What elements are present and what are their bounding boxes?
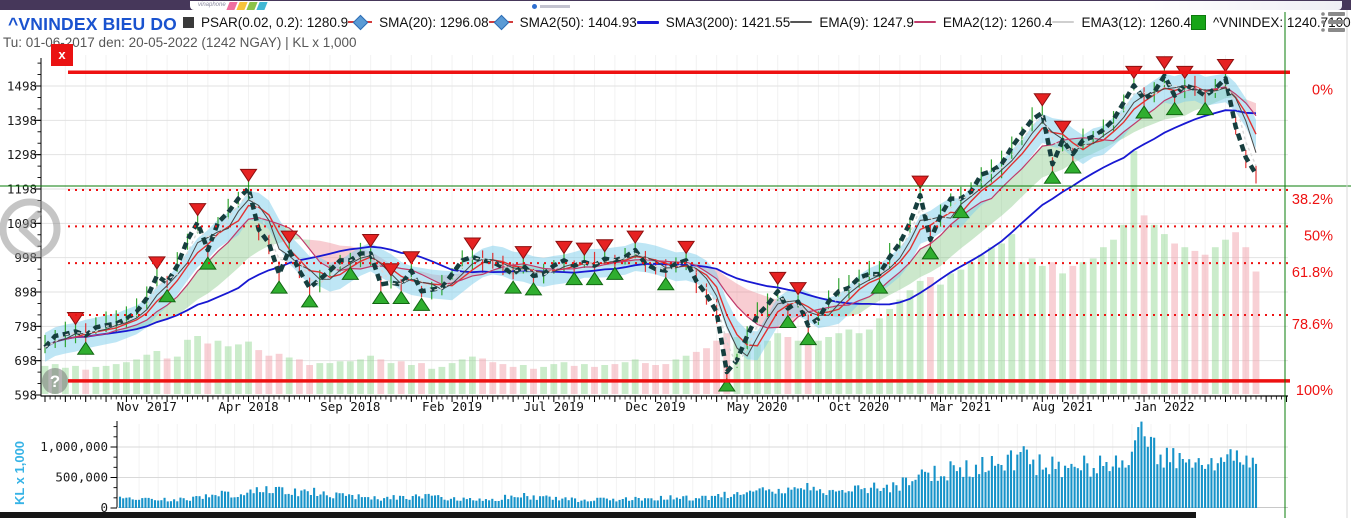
legend-item-sma3-200[interactable]: SMA3(200): 1421.55 [636,14,791,30]
legend-item-label: EMA3(12): 1260.4 [1081,14,1191,30]
legend-item-label: SMA2(50): 1404.93 [519,14,637,30]
svg-text:698: 698 [14,353,37,368]
svg-text:0%: 0% [1312,82,1333,98]
svg-text:Oct 2020: Oct 2020 [829,399,889,414]
ema9-marker-icon [790,21,813,23]
legend-item-label: SMA3(200): 1421.55 [665,14,791,30]
sma3-200-marker-icon [636,20,659,24]
svg-text:1,000,000: 1,000,000 [40,439,108,454]
svg-text:61.8%: 61.8% [1292,265,1333,281]
page-title: ^VNINDEX BIEU DO NGAY [8,14,180,34]
svg-text:Mar 2021: Mar 2021 [931,399,991,414]
svg-text:Feb 2019: Feb 2019 [422,399,482,414]
svg-text:1298: 1298 [7,147,37,162]
svg-text:0: 0 [100,500,108,515]
svg-text:1398: 1398 [7,113,37,128]
fib-close-button[interactable]: x [51,44,73,66]
sma2-50-marker-icon [488,14,513,31]
legend-item-vnindex[interactable]: ^VNINDEX: 1240.7100 [1191,14,1351,30]
legend-item-ema2-12[interactable]: EMA2(12): 1260.4 [913,14,1053,30]
price-line [43,73,1258,375]
chart-subtitle: Tu: 01-06-2017 den: 20-05-2022 (1242 NGA… [3,35,357,50]
bollinger-band [45,71,1256,362]
svg-text:50%: 50% [1304,228,1333,244]
legend-item-psar[interactable]: PSAR(0.02, 0.2): 1280.9 [183,15,348,30]
partner-logo-icon [532,4,537,9]
svg-text:598: 598 [14,388,37,403]
svg-text:1198: 1198 [7,182,37,197]
svg-text:798: 798 [14,319,37,334]
ad-banner[interactable]: vinaphone [0,0,1351,10]
psar-marker-icon [183,16,194,28]
svg-text:Jul 2019: Jul 2019 [524,399,584,414]
ema2-line [44,86,1257,348]
volume-bars [118,421,1258,508]
svg-text:Jan 2022: Jan 2022 [1134,399,1194,414]
fibonacci-levels: 0% 38.2% 50% 61.8% 78.6% 100% [68,70,1333,399]
vinaphone-logo: vinaphone [198,2,226,8]
crosshair [0,12,1351,518]
horizontal-scrollbar[interactable] [0,512,1196,518]
legend-item-sma2-50[interactable]: SMA2(50): 1404.93 [488,14,637,31]
legend-item-label: ^VNINDEX: 1240.7100 [1213,14,1351,30]
volume-unit-label: KL x 1,000 [12,441,27,505]
ema9-line [44,84,1257,357]
svg-text:38.2%: 38.2% [1292,192,1333,208]
svg-text:Apr 2018: Apr 2018 [218,399,278,414]
svg-text:Nov 2017: Nov 2017 [117,399,177,414]
svg-text:Dec 2019: Dec 2019 [625,399,685,414]
legend-item-label: PSAR(0.02, 0.2): 1280.9 [201,14,349,30]
ema2-12-marker-icon [913,20,936,24]
svg-text:1498: 1498 [7,79,37,94]
ad-banner-content: vinaphone [190,1,1342,10]
legend-item-sma20[interactable]: SMA(20): 1296.08 [348,14,489,31]
legend-item-ema9[interactable]: EMA(9): 1247.9 [790,15,914,30]
nav-back-watermark-icon[interactable] [0,198,61,260]
x-axis: Nov 2017 Apr 2018 Sep 2018 Feb 2019 Jul 2019… [41,395,1288,414]
svg-text:898: 898 [14,285,37,300]
svg-text:Aug 2021: Aug 2021 [1033,399,1093,414]
legend-item-label: EMA(9): 1247.9 [819,14,914,30]
legend-item-label: SMA(20): 1296.08 [379,14,489,30]
legend-item-label: EMA2(12): 1260.4 [942,14,1053,30]
svg-text:78.6%: 78.6% [1292,317,1333,333]
svg-text:Sep 2018: Sep 2018 [320,399,380,414]
sma20-marker-icon [348,14,373,31]
list-menu-icon[interactable] [1320,7,1346,35]
ema3-12-marker-icon [1052,20,1075,24]
svg-text:May 2020: May 2020 [727,399,787,414]
svg-text:?: ? [50,372,60,391]
indicator-legend: PSAR(0.02, 0.2): 1280.9 SMA(20): 1296.08 S… [183,12,1351,32]
ema3-line [44,82,1257,368]
vnindex-marker-icon [1191,14,1206,30]
svg-text:100%: 100% [1296,383,1333,399]
svg-text:500,000: 500,000 [55,470,108,485]
partner-logo-text [540,5,570,8]
legend-item-ema3-12[interactable]: EMA3(12): 1260.4 [1052,15,1191,30]
help-watermark-icon[interactable]: ? [42,368,68,394]
